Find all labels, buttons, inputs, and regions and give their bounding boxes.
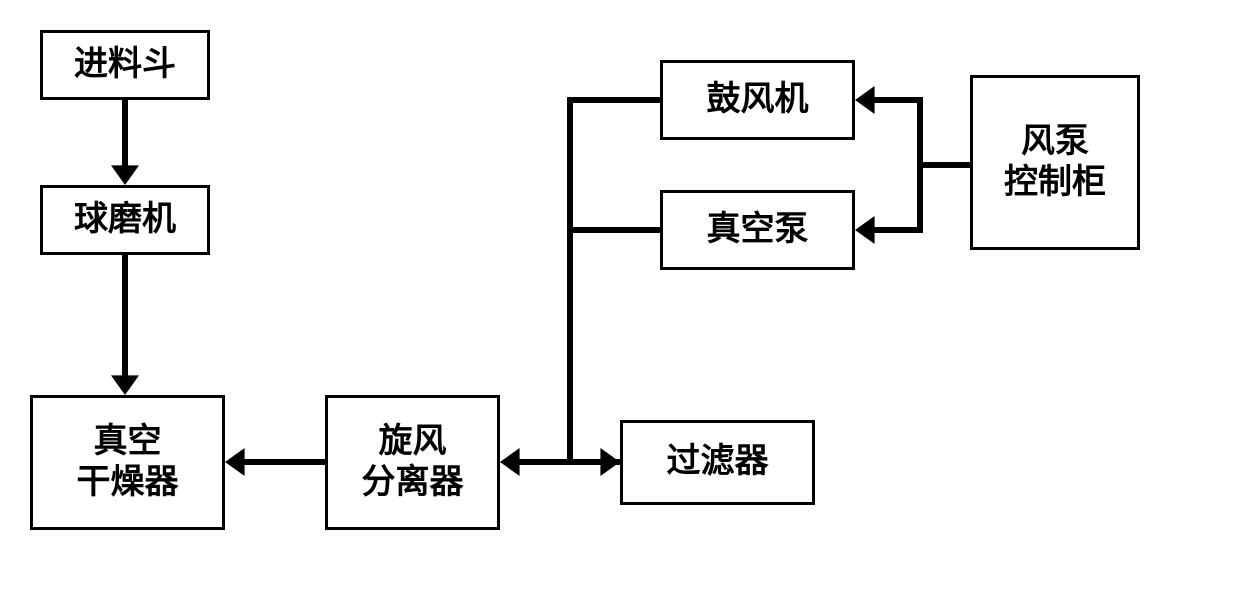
node-vacpump: 真空泵 (660, 190, 855, 270)
flowchart-canvas: 进料斗球磨机真空 干燥器旋风 分离器 过滤器 鼓风机真空泵 风泵 控制柜 (0, 0, 1239, 595)
node-cabinet: 风泵 控制柜 (970, 75, 1140, 250)
node-blower: 鼓风机 (660, 60, 855, 140)
node-filter: 过滤器 (620, 420, 815, 505)
node-hopper: 进料斗 (40, 30, 210, 100)
node-cyclone: 旋风 分离器 (325, 395, 500, 530)
node-ballmill: 球磨机 (40, 185, 210, 255)
node-vacdry: 真空 干燥器 (30, 395, 225, 530)
